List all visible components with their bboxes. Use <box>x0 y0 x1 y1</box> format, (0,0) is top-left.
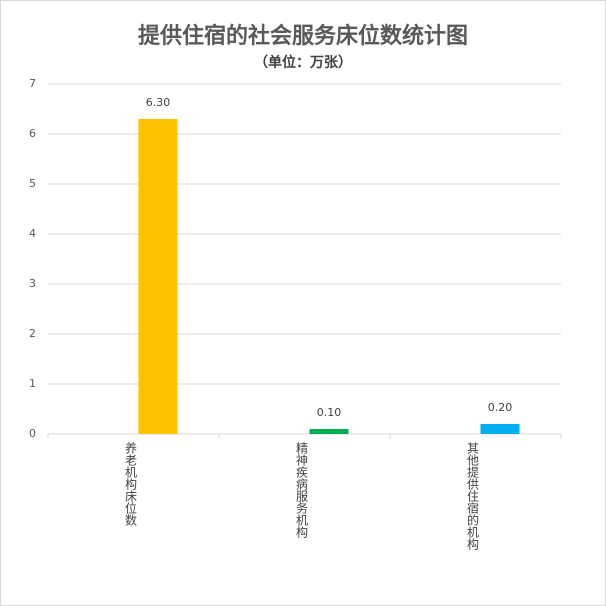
x-tick-label: 精神疾病服务机构 <box>295 442 309 539</box>
bar <box>480 424 520 434</box>
chart-subtitle: （单位：万张） <box>254 54 352 71</box>
x-tick-label: 其他提供住宿的机构 <box>466 442 480 551</box>
bar <box>309 429 349 434</box>
y-tick-label: 0 <box>29 427 36 440</box>
value-label: 0.20 <box>488 401 513 414</box>
y-tick-label: 7 <box>29 77 36 90</box>
chart-title: 提供住宿的社会服务床位数统计图 <box>138 23 468 49</box>
x-tick-label: 养老机构床位数 <box>124 441 138 527</box>
y-tick-label: 5 <box>29 177 36 190</box>
bar <box>138 119 178 434</box>
y-tick-label: 6 <box>29 127 36 140</box>
y-tick-label: 1 <box>29 377 36 390</box>
y-tick-label: 3 <box>29 277 36 290</box>
value-label: 0.10 <box>317 406 342 419</box>
value-label: 6.30 <box>146 96 171 109</box>
y-tick-label: 2 <box>29 327 36 340</box>
y-tick-label: 4 <box>29 227 36 240</box>
